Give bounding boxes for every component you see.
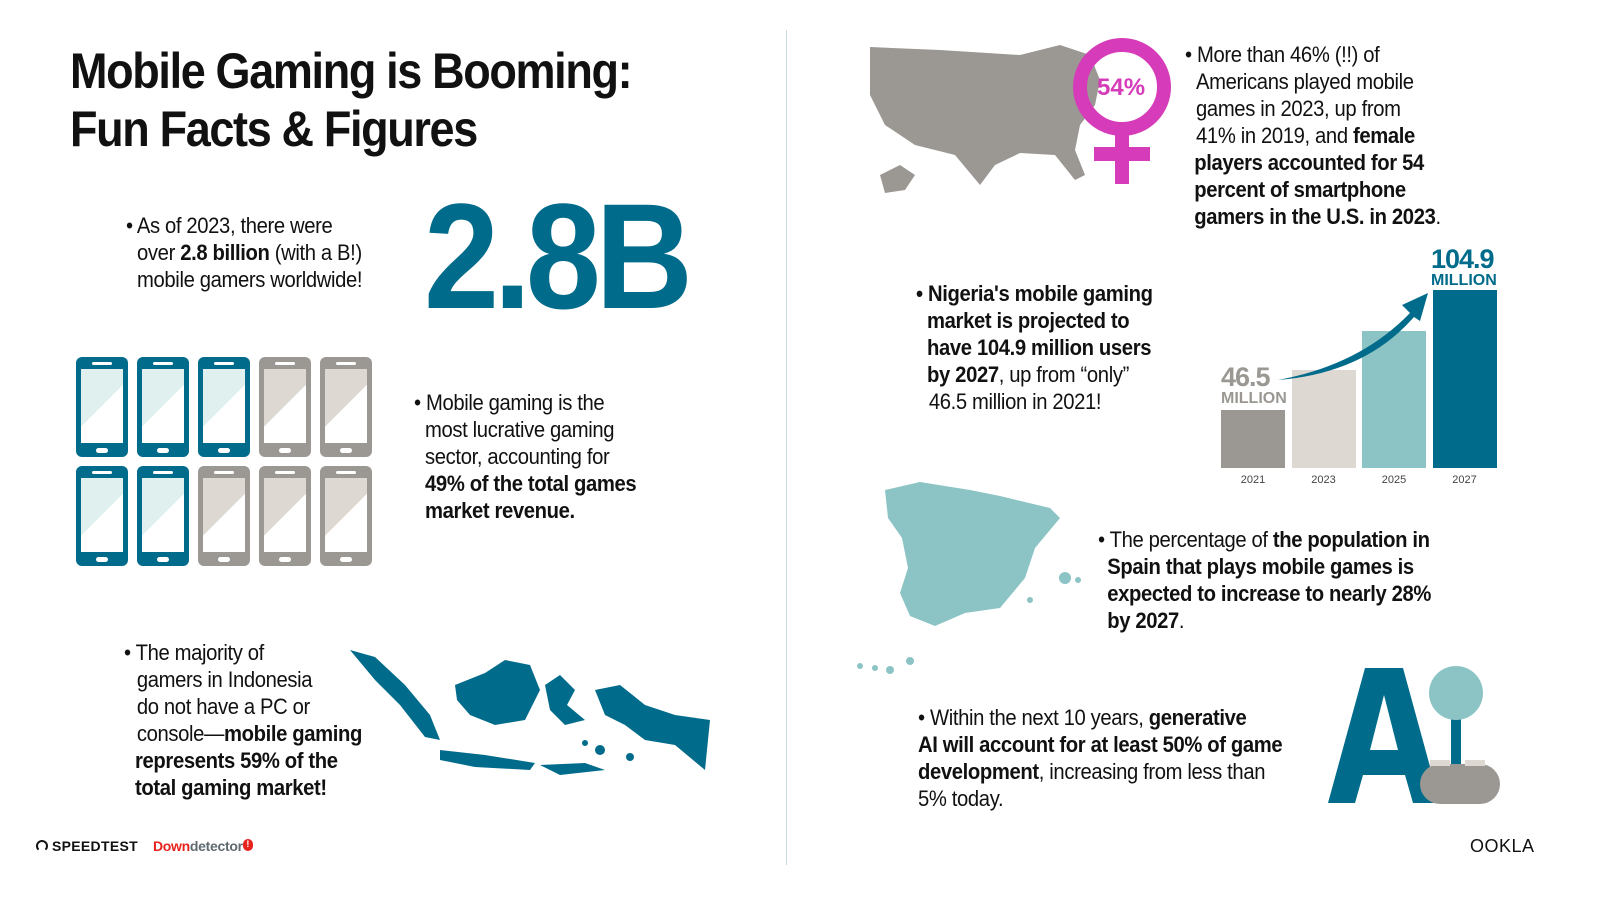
speedtest-logo: SPEEDTEST: [36, 838, 138, 854]
phone-icon: [320, 466, 372, 566]
fact-text: total gaming market!: [135, 775, 327, 800]
first-bar-label: 46.5 MILLION: [1221, 364, 1287, 407]
big-number: 2.8B: [424, 172, 693, 340]
phone-icon: [76, 466, 128, 566]
female-percent-badge: 54%: [1097, 74, 1146, 101]
fact-text: have 104.9 million users: [927, 335, 1152, 360]
fact-usa: • More than 46% (!!) of Americans played…: [1185, 41, 1441, 230]
fact-text: development, increasing from less than: [918, 759, 1266, 784]
x-tick-label: 2027: [1452, 474, 1477, 486]
data-label-unit: MILLION: [1221, 390, 1287, 407]
fact-text: market revenue.: [425, 498, 575, 523]
fact-revenue: • Mobile gaming is the most lucrative ga…: [414, 389, 637, 524]
fact-text: percent of smartphone: [1194, 177, 1406, 202]
data-label-unit: MILLION: [1431, 272, 1497, 289]
fact-text: AI will account for at least 50% of game: [918, 732, 1283, 757]
fact-text: mobile gamers worldwide!: [137, 267, 363, 292]
phone-icon: [259, 357, 311, 457]
fact-text: 41% in 2019, and female: [1196, 123, 1415, 148]
fact-text: 46.5 million in 2021!: [928, 389, 1102, 414]
phone-icon: [137, 357, 189, 457]
fact-text: represents 59% of the: [135, 748, 338, 773]
bar-2023: [1291, 369, 1356, 468]
fact-text: sector, accounting for: [425, 444, 610, 469]
x-tick-label: 2025: [1381, 474, 1407, 486]
x-tick-label: 2023: [1311, 474, 1336, 486]
alert-icon: !: [242, 839, 253, 851]
usa-map: [870, 38, 1171, 193]
bar-2025: [1362, 330, 1426, 468]
fact-text: gamers in Indonesia: [136, 667, 313, 692]
indonesia-map: [350, 650, 710, 775]
downdetector-logo: Downdetector!: [153, 838, 253, 854]
fact-text: players accounted for 54: [1194, 150, 1424, 175]
phone-icon: [259, 466, 311, 566]
fact-text: 5% today.: [918, 786, 1004, 811]
fact-text: gamers in the U.S. in 2023.: [1194, 204, 1441, 229]
fact-text: by 2027.: [1107, 608, 1185, 633]
fact-indonesia: • The majority of gamers in Indonesia do…: [124, 639, 362, 801]
fact-text: most lucrative gaming: [425, 417, 615, 442]
fact-text: • More than 46% (!!) of: [1185, 42, 1380, 67]
fact-text: • Nigeria's mobile gaming: [916, 281, 1153, 306]
fact-text: 49% of the total games: [425, 471, 637, 496]
fact-spain: • The percentage of the population in Sp…: [1098, 526, 1431, 634]
bar-2021: [1221, 410, 1285, 468]
fact-text: • Within the next 10 years, generative: [918, 705, 1247, 730]
x-tick-label: 2021: [1240, 474, 1266, 486]
spain-map: [857, 482, 1081, 674]
fact-text: Spain that plays mobile games is: [1107, 554, 1414, 579]
growth-arrow-icon: [1278, 293, 1428, 380]
fact-text: • As of 2023, there were: [126, 213, 333, 238]
fact-text: • The majority of: [124, 640, 264, 665]
data-label: 46.5: [1221, 362, 1271, 392]
fact-text: expected to increase to nearly 28%: [1107, 581, 1432, 606]
fact-text: market is projected to: [927, 308, 1130, 333]
title-line-2: Fun Facts & Figures: [70, 101, 478, 157]
phone-icon: [76, 357, 128, 457]
fact-text: • Mobile gaming is the: [414, 390, 605, 415]
phone-icon: [198, 357, 250, 457]
page-title: Mobile Gaming is Booming: Fun Facts & Fig…: [70, 42, 700, 158]
ookla-logo: OOKLA: [1470, 836, 1535, 856]
ai-joystick-icon: [1328, 666, 1500, 804]
divider: [786, 30, 787, 865]
fact-text: games in 2023, up from: [1196, 96, 1401, 121]
phone-icon: [320, 357, 372, 457]
fact-text: over 2.8 billion (with a B!): [137, 240, 362, 265]
fact-nigeria: • Nigeria's mobile gaming market is proj…: [916, 280, 1153, 415]
fact-gamers: • As of 2023, there were over 2.8 billio…: [126, 212, 363, 293]
fact-text: • The percentage of the population in: [1098, 527, 1430, 552]
fact-ai: • Within the next 10 years, generative A…: [918, 704, 1283, 812]
fact-text: console—mobile gaming: [136, 721, 362, 746]
title-line-1: Mobile Gaming is Booming:: [70, 43, 633, 99]
phone-icon: [137, 466, 189, 566]
fact-text: Americans played mobile: [1196, 69, 1414, 94]
data-label: 104.9: [1431, 244, 1495, 274]
fact-text: do not have a PC or: [136, 694, 310, 719]
bar-2027: [1432, 290, 1497, 468]
fact-text: by 2027, up from “only”: [927, 362, 1129, 387]
gauge-icon: [36, 840, 48, 852]
phone-icon: [198, 466, 250, 566]
last-bar-label: 104.9 MILLION: [1431, 246, 1497, 289]
